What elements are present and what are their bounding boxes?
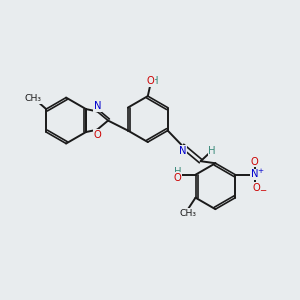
- Text: CH₃: CH₃: [24, 94, 41, 103]
- Text: CH₃: CH₃: [180, 209, 196, 218]
- Text: O: O: [173, 173, 181, 183]
- Text: +: +: [257, 168, 263, 174]
- Text: N: N: [251, 169, 259, 179]
- Text: N: N: [94, 101, 101, 111]
- Text: N: N: [179, 146, 186, 156]
- Text: H: H: [208, 146, 216, 156]
- Text: H: H: [151, 76, 158, 86]
- Text: O: O: [94, 130, 101, 140]
- Text: O: O: [146, 76, 154, 86]
- Text: O: O: [252, 183, 260, 193]
- Text: H: H: [173, 167, 181, 177]
- Text: −: −: [259, 185, 267, 194]
- Text: O: O: [251, 157, 259, 167]
